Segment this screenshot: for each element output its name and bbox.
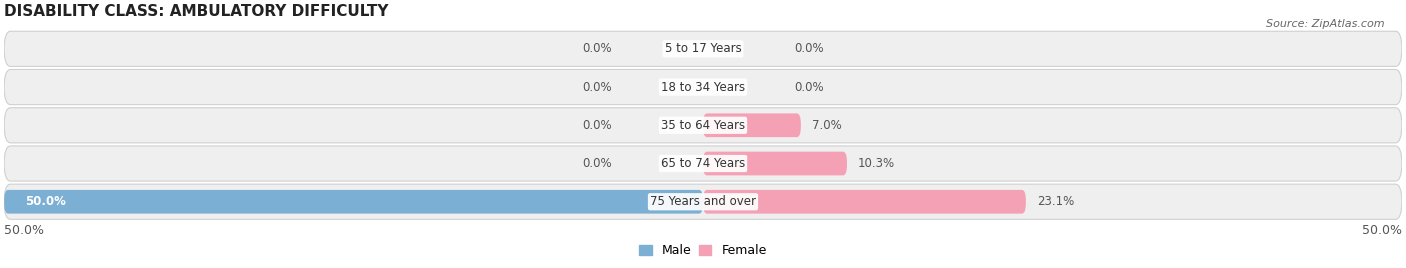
FancyBboxPatch shape [4, 69, 1402, 105]
Text: 23.1%: 23.1% [1038, 195, 1074, 208]
Text: 75 Years and over: 75 Years and over [650, 195, 756, 208]
Text: 35 to 64 Years: 35 to 64 Years [661, 119, 745, 132]
Text: 50.0%: 50.0% [4, 224, 44, 237]
Text: 50.0%: 50.0% [25, 195, 66, 208]
Text: 50.0%: 50.0% [1362, 224, 1402, 237]
Text: 0.0%: 0.0% [794, 81, 824, 94]
FancyBboxPatch shape [4, 190, 703, 214]
Text: 0.0%: 0.0% [582, 81, 612, 94]
Text: DISABILITY CLASS: AMBULATORY DIFFICULTY: DISABILITY CLASS: AMBULATORY DIFFICULTY [4, 4, 388, 19]
Text: 65 to 74 Years: 65 to 74 Years [661, 157, 745, 170]
Text: 7.0%: 7.0% [813, 119, 842, 132]
FancyBboxPatch shape [703, 190, 1026, 214]
Legend: Male, Female: Male, Female [634, 239, 772, 262]
FancyBboxPatch shape [4, 108, 1402, 143]
Text: 0.0%: 0.0% [582, 157, 612, 170]
Text: 18 to 34 Years: 18 to 34 Years [661, 81, 745, 94]
FancyBboxPatch shape [4, 31, 1402, 66]
Text: 10.3%: 10.3% [858, 157, 896, 170]
FancyBboxPatch shape [4, 184, 1402, 219]
FancyBboxPatch shape [4, 146, 1402, 181]
FancyBboxPatch shape [703, 152, 846, 175]
Text: 0.0%: 0.0% [794, 42, 824, 55]
Text: 5 to 17 Years: 5 to 17 Years [665, 42, 741, 55]
Text: 0.0%: 0.0% [582, 119, 612, 132]
Text: Source: ZipAtlas.com: Source: ZipAtlas.com [1267, 19, 1385, 29]
Text: 0.0%: 0.0% [582, 42, 612, 55]
FancyBboxPatch shape [703, 113, 801, 137]
